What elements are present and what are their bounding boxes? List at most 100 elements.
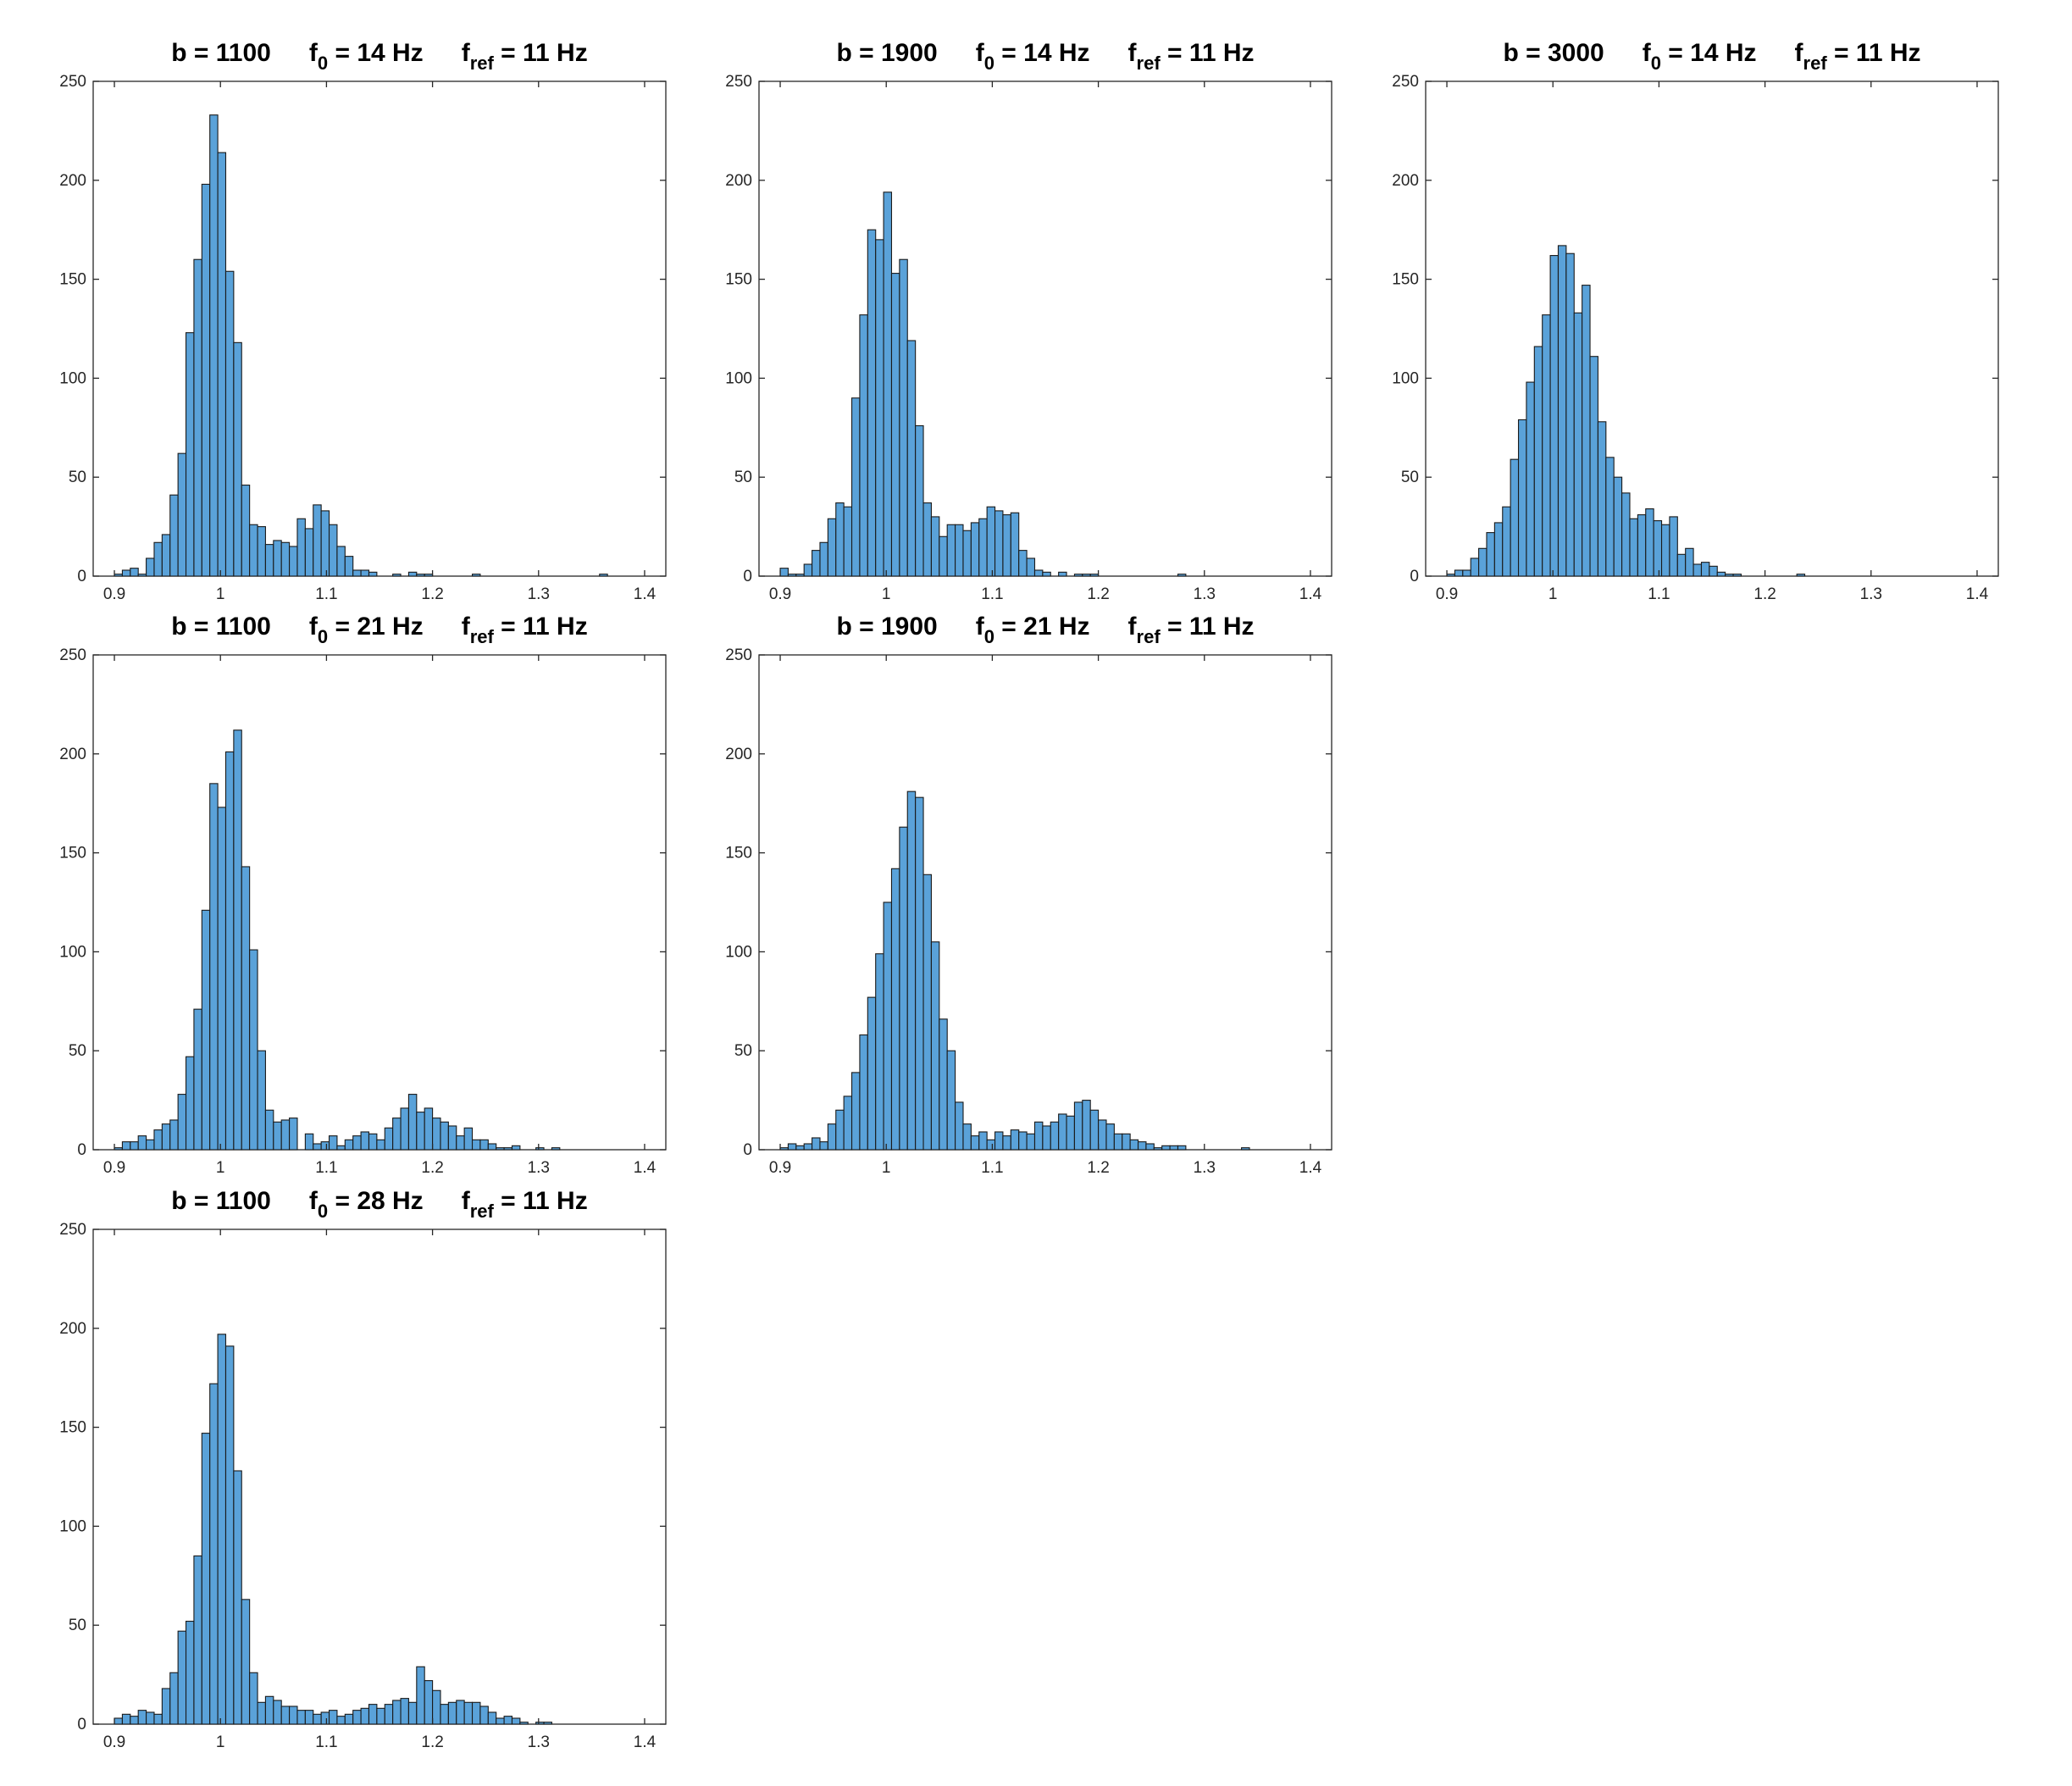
histogram-bar (328, 1710, 338, 1725)
histogram-bar (1082, 1100, 1091, 1151)
y-tick-label: 50 (1401, 469, 1419, 486)
histogram-bar (1709, 565, 1718, 577)
histogram-bar (1169, 1145, 1179, 1151)
histogram-bar (432, 1689, 441, 1725)
histogram-bar (273, 1121, 282, 1151)
x-tick-label: 0.9 (769, 1159, 791, 1177)
histogram-bar (193, 1008, 202, 1151)
histogram-bar (121, 1713, 131, 1725)
histogram-bar (535, 1147, 545, 1151)
histogram-bar (803, 1143, 813, 1151)
histogram-bar (1113, 1133, 1123, 1151)
y-tick-label: 100 (59, 1517, 86, 1535)
histogram-bar (121, 1141, 131, 1151)
histogram-bar (169, 1672, 179, 1725)
histogram-bar (970, 1135, 980, 1151)
histogram-bar (1478, 547, 1488, 577)
x-tick-label: 1 (1548, 585, 1558, 603)
y-tick-label: 100 (725, 369, 752, 387)
histogram-bar (209, 1383, 219, 1725)
histogram-bar (1177, 1145, 1187, 1151)
histogram-bar (376, 1139, 385, 1151)
histogram-bar (1089, 1109, 1100, 1151)
histogram-bar (392, 1700, 402, 1725)
histogram-bar (1669, 516, 1678, 577)
histogram-bar (161, 1688, 171, 1725)
histogram-bar (519, 1722, 529, 1725)
y-tick-label: 250 (59, 1221, 86, 1239)
histogram-bar (1629, 518, 1638, 577)
histogram-bar (1597, 421, 1607, 577)
histogram-bar (1089, 574, 1100, 577)
histogram-bar (946, 524, 956, 577)
histogram-bar (843, 506, 853, 577)
histogram-bar (320, 1141, 330, 1151)
histogram-bar (1058, 571, 1067, 577)
histogram-bar (121, 569, 131, 577)
histogram-bar (130, 1141, 139, 1151)
histogram-bar (1058, 1113, 1067, 1151)
histogram-bar (1098, 1119, 1107, 1151)
x-tick-label: 1.1 (981, 1159, 1003, 1177)
histogram-bar (241, 866, 251, 1151)
y-tick-label: 250 (725, 73, 752, 91)
histogram-bar (930, 941, 940, 1151)
histogram-bar (224, 270, 235, 577)
histogram-bar (416, 1666, 425, 1725)
bars (114, 729, 561, 1151)
y-tick-label: 150 (725, 271, 752, 289)
histogram-bar (915, 796, 924, 1151)
histogram-bar (906, 340, 917, 577)
histogram-bar (217, 1334, 227, 1725)
x-tick-label: 0.9 (103, 1159, 125, 1177)
histogram-bar (479, 1139, 489, 1151)
histogram-bar (1161, 1145, 1171, 1151)
histogram-bar (153, 1129, 163, 1151)
histogram-bar (368, 1133, 378, 1151)
histogram-bar (599, 574, 608, 577)
histogram-bar (978, 1131, 988, 1151)
histogram-bar (217, 152, 227, 577)
x-tick-label: 0.9 (103, 585, 125, 603)
histogram-bar (424, 1107, 434, 1151)
x-tick-label: 0.9 (1436, 585, 1458, 603)
histogram-bar (1177, 574, 1187, 577)
histogram-bar (795, 1145, 805, 1151)
x-tick-label: 1.4 (1299, 1159, 1322, 1177)
histogram-bar (336, 1716, 346, 1725)
y-tick-label: 200 (59, 1320, 86, 1338)
x-tick-label: 1 (882, 585, 891, 603)
histogram-bar (535, 1722, 545, 1725)
x-tick-label: 1.2 (421, 1733, 443, 1751)
x-tick-label: 1 (882, 1159, 891, 1177)
histogram-bar (1533, 346, 1543, 577)
histogram-bar (955, 1101, 964, 1151)
y-tick-label: 0 (743, 1141, 752, 1159)
y-tick-label: 0 (77, 568, 86, 585)
histogram-bar (344, 1713, 354, 1725)
histogram-bar (1082, 574, 1091, 577)
histogram-bar (224, 751, 235, 1151)
x-tick-label: 1.2 (1753, 585, 1776, 603)
histogram-bar (1645, 508, 1654, 577)
histogram-bar (867, 229, 877, 577)
histogram-bar (962, 1123, 972, 1151)
histogram-bar (819, 541, 828, 577)
histogram-bar (1517, 419, 1527, 577)
histogram-bar (257, 1701, 266, 1725)
y-tick-label: 50 (734, 469, 752, 486)
histogram-bar (407, 571, 418, 577)
histogram-bar (153, 1713, 163, 1725)
x-tick-label: 1.3 (528, 585, 550, 603)
y-tick-label: 150 (59, 1419, 86, 1437)
histogram-bar (1621, 492, 1631, 577)
y-tick-label: 250 (1392, 73, 1419, 91)
histogram-bar (185, 1056, 195, 1151)
histogram-bar (161, 1123, 171, 1151)
histogram-bar (487, 1143, 497, 1151)
histogram-bar (392, 574, 402, 577)
histogram-bar (787, 1143, 797, 1151)
histogram-bar (114, 574, 123, 577)
histogram-bar (1073, 574, 1083, 577)
histogram-bar (1605, 457, 1615, 577)
